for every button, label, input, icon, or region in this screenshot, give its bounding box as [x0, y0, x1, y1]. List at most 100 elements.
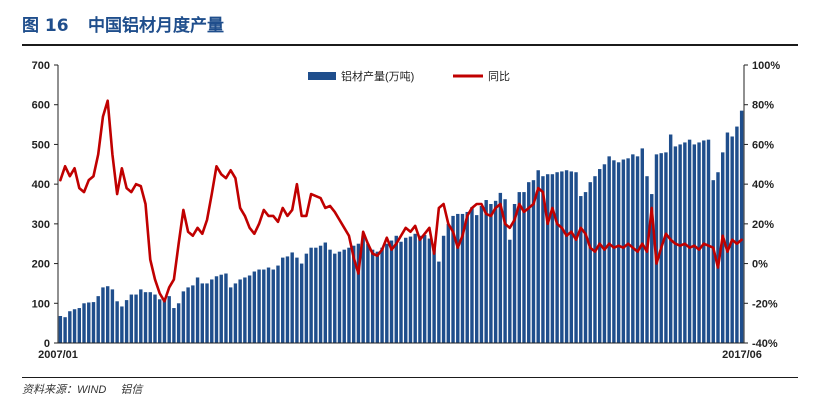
bar [120, 306, 124, 343]
left-tick-label: 500 [32, 139, 50, 151]
bar [626, 158, 630, 343]
right-tick-label: 60% [752, 139, 774, 151]
bar [607, 156, 611, 343]
right-tick-label: -20% [752, 298, 778, 310]
left-tick-label: 0 [44, 338, 50, 350]
bar [205, 283, 209, 343]
bar [739, 110, 744, 343]
legend-line-label: 同比 [488, 70, 510, 83]
bar [545, 174, 550, 343]
bar [266, 267, 271, 343]
bar [574, 172, 578, 343]
production-chart: 0 100 200 300 400 500 600 700 -40% -20% 0% 20% 40% 60… [32, 60, 781, 361]
source-org: 铝信 [120, 384, 143, 396]
bar [380, 247, 384, 343]
bar [706, 139, 711, 343]
bar [63, 317, 67, 343]
bar [148, 292, 152, 343]
bar [422, 234, 427, 343]
bar [219, 274, 223, 343]
bar [304, 253, 309, 343]
bar [58, 315, 63, 343]
bar [493, 200, 498, 343]
bar [262, 269, 266, 343]
right-tick-label: 20% [752, 219, 774, 231]
bar [413, 233, 417, 343]
bar [176, 303, 181, 343]
bar [550, 174, 555, 343]
bar [172, 308, 176, 343]
bar [186, 287, 190, 343]
bar [328, 249, 332, 343]
bar [465, 211, 469, 343]
bar [110, 289, 115, 343]
axes: 0 100 200 300 400 500 600 700 -40% -20% 0% 20% 40% 60… [32, 60, 781, 361]
bar [299, 263, 304, 343]
bar [692, 144, 697, 343]
bar [158, 299, 162, 343]
yoy-line [59, 99, 743, 303]
bar [531, 180, 536, 343]
bar [323, 242, 328, 343]
bar [564, 170, 569, 343]
bar [602, 164, 607, 343]
bar [446, 223, 451, 343]
bar [474, 215, 479, 343]
figure-number: 图 16 [22, 16, 69, 36]
bar [616, 162, 621, 343]
bar [333, 253, 337, 343]
bar [593, 176, 597, 343]
bar [91, 302, 96, 343]
bar [711, 180, 715, 343]
bar [460, 213, 465, 343]
bar [101, 287, 105, 343]
bar [621, 159, 626, 343]
bar [735, 126, 739, 343]
bar [389, 240, 394, 343]
bar [356, 243, 361, 343]
bar [181, 291, 186, 343]
bar [697, 142, 701, 343]
bar [399, 241, 403, 343]
right-tick-label: 100% [752, 60, 780, 72]
bar [337, 251, 342, 343]
bar [437, 261, 441, 343]
bottom-rule [22, 377, 798, 378]
bar [560, 171, 564, 343]
bar [555, 172, 559, 343]
bar [404, 237, 408, 343]
legend-bar-label: 铝材产量(万吨) [341, 69, 414, 83]
bar [721, 152, 725, 343]
right-tick-label: 80% [752, 100, 774, 112]
bar [375, 251, 380, 343]
bar [664, 152, 668, 343]
bar [233, 283, 238, 343]
bar [361, 235, 365, 343]
bar [508, 239, 512, 343]
bar [650, 194, 654, 343]
bar [541, 176, 545, 343]
bar [385, 243, 389, 343]
bar [309, 247, 313, 343]
bar [479, 205, 484, 343]
bar [342, 249, 346, 343]
bar [394, 235, 398, 343]
left-tick-label: 600 [32, 100, 50, 112]
bar [612, 160, 616, 343]
bar [224, 273, 228, 343]
bar [498, 192, 503, 343]
bar [153, 294, 157, 343]
bar [243, 277, 247, 343]
bar [257, 269, 261, 343]
bar [276, 265, 280, 343]
right-tick-label: -40% [752, 338, 778, 350]
bar [484, 200, 488, 343]
source-note: 资料来源：WIND 铝信 [22, 381, 142, 397]
bar [522, 192, 526, 343]
bar [527, 182, 531, 343]
bar [139, 289, 143, 343]
bar [214, 276, 219, 343]
bar [456, 213, 460, 343]
left-tick-label: 700 [32, 60, 50, 72]
bar [295, 257, 299, 343]
